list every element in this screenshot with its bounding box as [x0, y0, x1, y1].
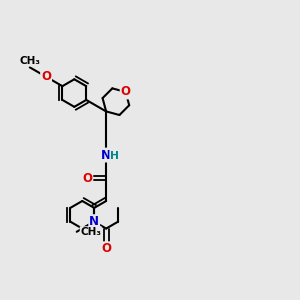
Text: CH₃: CH₃ — [19, 56, 40, 66]
Text: O: O — [101, 242, 111, 255]
Text: O: O — [82, 172, 92, 184]
Text: N: N — [101, 148, 111, 162]
Text: CH₃: CH₃ — [80, 227, 101, 237]
Text: O: O — [121, 85, 130, 98]
Text: O: O — [41, 70, 51, 83]
Text: N: N — [89, 215, 99, 228]
Text: H: H — [110, 151, 119, 161]
